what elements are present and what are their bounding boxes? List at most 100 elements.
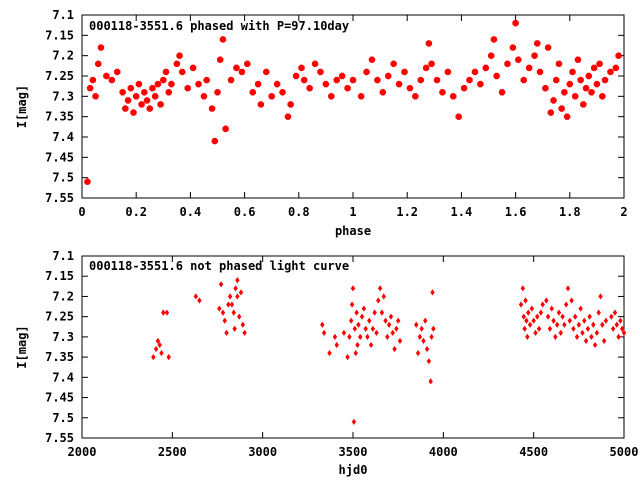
phased-data-point [306, 85, 313, 92]
phased-plot-title: 000118-3551.6 phased with P=97.10day [89, 19, 349, 33]
unphased-x-tick-label: 4000 [429, 445, 458, 459]
unphased-data-point [619, 325, 625, 332]
phased-y-tick-label: 7.45 [45, 150, 74, 164]
phased-data-point [311, 60, 319, 67]
phased-data-point [284, 113, 292, 120]
phased-data-point [86, 85, 94, 92]
unphased-data-point [226, 301, 231, 308]
unphased-data-point [526, 309, 531, 316]
unphased-data-point [386, 321, 392, 328]
phased-data-point [542, 85, 549, 92]
phased-data-point [162, 68, 170, 76]
phased-data-point [222, 125, 229, 133]
phased-x-tick-label: 0.8 [288, 205, 310, 219]
phased-data-point [273, 80, 281, 88]
unphased-data-point [218, 281, 224, 288]
unphased-data-point [388, 313, 394, 320]
phased-x-tick-label: 1 [349, 205, 356, 219]
unphased-data-point [589, 333, 594, 340]
phased-data-point [520, 76, 527, 84]
phased-data-point [233, 64, 240, 72]
unphased-data-point [368, 341, 374, 349]
unphased-x-tick-label: 2500 [158, 445, 187, 459]
unphased-data-point [554, 321, 560, 328]
phased-data-point [401, 68, 408, 76]
phased-data-point [122, 105, 129, 112]
unphased-data-point [544, 297, 549, 304]
phased-data-point [561, 89, 568, 96]
unphased-data-point [578, 305, 583, 312]
unphased-data-point [414, 321, 419, 328]
unphased-data-point [565, 285, 571, 292]
phased-data-point [450, 93, 457, 100]
phased-data-point [550, 97, 557, 104]
unphased-data-point [431, 325, 436, 332]
unphased-data-point [372, 309, 377, 316]
phased-data-point [203, 76, 210, 84]
unphased-data-point [238, 289, 244, 296]
phased-x-tick-label: 1.4 [451, 205, 473, 219]
phased-x-axis-ticks: 0 0.2 0.4 0.6 0.8 1 1.2 1.4 1.6 1.8 2 [78, 15, 628, 219]
unphased-data-point [562, 321, 567, 328]
unphased-y-tick-label: 7.55 [45, 431, 74, 445]
unphased-x-axis-ticks: 2000 2500 3000 3500 4000 4500 5000 [68, 256, 639, 459]
phased-y-tick-label: 7.3 [52, 89, 74, 103]
unphased-data-point [379, 309, 385, 316]
unphased-data-point [367, 317, 372, 324]
unphased-data-point [231, 309, 236, 316]
phased-data-point [504, 60, 511, 67]
phased-data-point [406, 85, 414, 92]
phased-data-point [536, 68, 544, 76]
unphased-data-point [235, 293, 240, 300]
phased-data-point [84, 178, 91, 185]
unphased-x-tick-label: 5000 [610, 445, 639, 459]
unphased-data-point [159, 349, 164, 357]
phased-data-point [412, 93, 419, 100]
phased-data-point [444, 68, 452, 76]
unphased-data-point [523, 297, 528, 304]
phased-data-point [301, 76, 308, 84]
phased-data-point [176, 52, 183, 59]
phased-data-point [498, 89, 506, 96]
unphased-data-point [151, 354, 156, 361]
phased-data-point [493, 72, 500, 80]
unphased-data-point [157, 341, 162, 349]
unphased-data-point [166, 354, 171, 361]
phased-data-point [97, 44, 105, 51]
unphased-data-point [582, 317, 587, 324]
phased-data-point [425, 40, 433, 47]
phased-x-tick-label: 1.8 [559, 205, 581, 219]
phased-data-point [179, 68, 186, 76]
unphased-plot-title: 000118-3551.6 not phased light curve [89, 259, 349, 273]
phased-data-point [385, 72, 392, 80]
unphased-plot-panel: 7.1 7.15 7.2 7.25 7.3 7.35 7.4 7.45 7.5 7.55 2000… [15, 249, 638, 477]
phased-data-point [428, 60, 435, 67]
phased-data-point [217, 56, 224, 63]
unphased-data-point [394, 325, 399, 332]
phased-y-axis-ticks: 7.1 7.15 7.2 7.25 7.3 7.35 7.4 7.45 7.5 7.55 [45, 8, 624, 205]
unphased-data-point [392, 345, 397, 353]
phased-data-point [328, 93, 335, 100]
phased-data-point [160, 76, 167, 84]
unphased-data-point [341, 329, 347, 336]
unphased-y-tick-label: 7.1 [52, 249, 74, 263]
phased-data-point [227, 76, 235, 84]
phased-y-tick-label: 7.2 [52, 49, 74, 63]
phased-x-tick-label: 0.6 [234, 205, 256, 219]
unphased-data-point [348, 317, 354, 324]
phased-data-point [395, 80, 403, 88]
phased-data-point [577, 76, 584, 84]
phased-x-tick-label: 2 [620, 205, 627, 219]
phased-data-point [89, 76, 97, 84]
unphased-y-tick-label: 7.15 [45, 269, 74, 283]
phased-data-point [460, 85, 468, 92]
unphased-data-point [354, 309, 359, 316]
phased-data-point [173, 60, 181, 67]
phased-y-tick-label: 7.55 [45, 191, 74, 205]
phased-data-point [515, 56, 522, 63]
phased-data-point [569, 68, 576, 76]
unphased-data-point [155, 337, 161, 345]
unphased-data-point [540, 301, 545, 308]
phased-y-tick-label: 7.5 [52, 171, 74, 185]
